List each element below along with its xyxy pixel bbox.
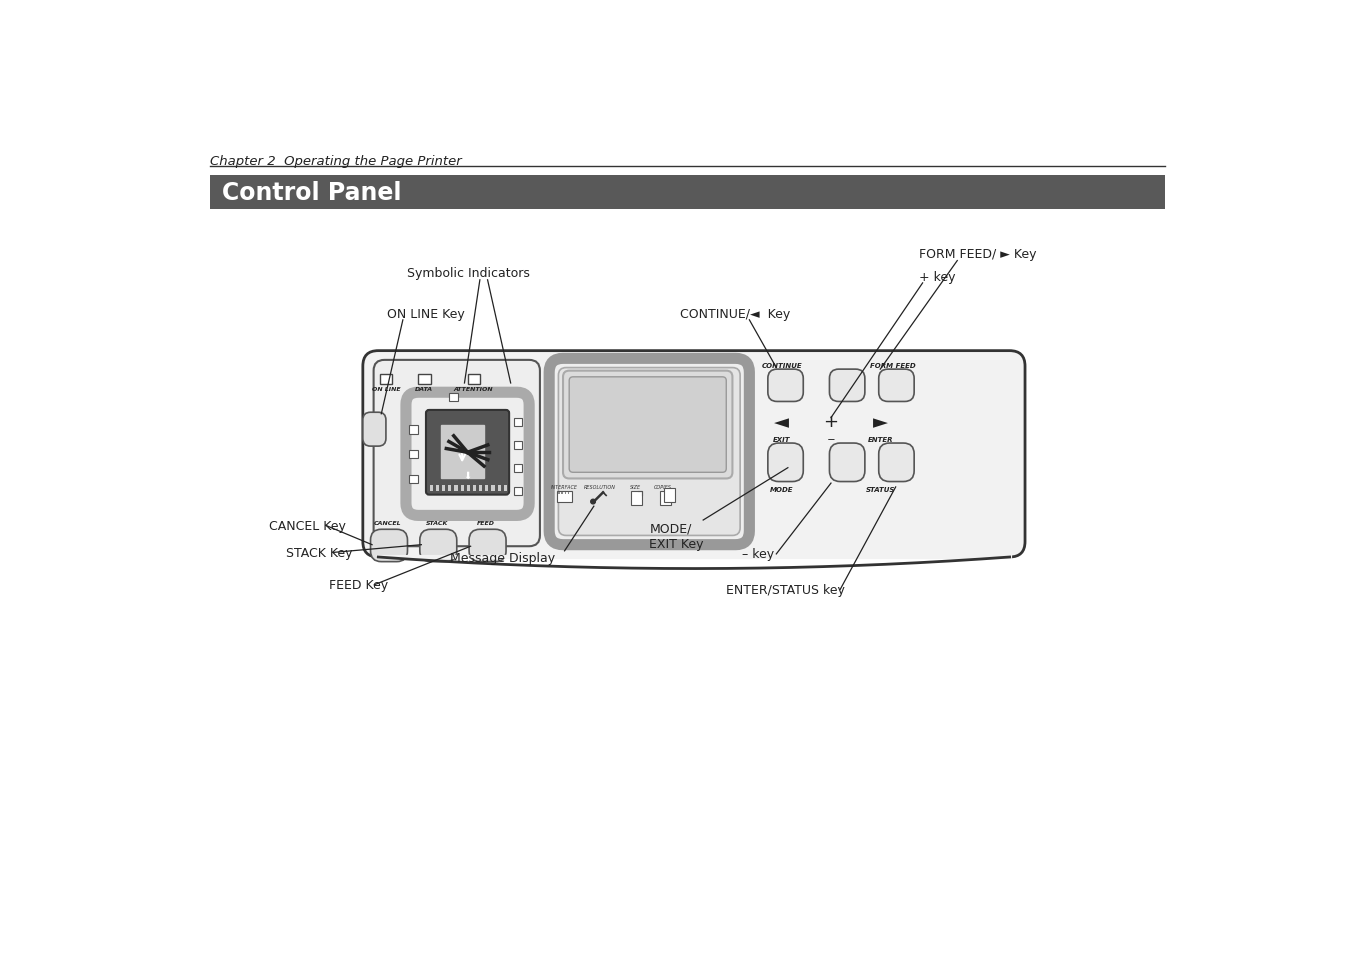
Text: ON LINE: ON LINE xyxy=(372,387,400,392)
Bar xyxy=(661,491,671,505)
Bar xyxy=(504,486,507,491)
Text: —: — xyxy=(828,436,834,442)
Text: STATUS: STATUS xyxy=(865,487,895,493)
Bar xyxy=(408,451,418,459)
Text: MODE/
EXIT Key: MODE/ EXIT Key xyxy=(650,522,704,550)
Text: MODE: MODE xyxy=(770,487,794,493)
Bar xyxy=(441,426,484,478)
Text: ATTENTION: ATTENTION xyxy=(454,387,493,392)
Bar xyxy=(408,476,418,483)
Bar xyxy=(210,176,1165,210)
Bar xyxy=(435,486,439,491)
Bar xyxy=(466,486,470,491)
Text: FEED: FEED xyxy=(477,520,495,525)
Text: CONTINUE: CONTINUE xyxy=(762,362,802,368)
Bar xyxy=(568,493,569,495)
Bar xyxy=(558,493,559,495)
Bar xyxy=(514,418,522,427)
Bar xyxy=(408,426,418,435)
Text: SIZE: SIZE xyxy=(630,485,640,490)
Text: STACK Key: STACK Key xyxy=(286,546,352,559)
Bar xyxy=(479,486,483,491)
Text: +: + xyxy=(824,413,838,431)
Text: Symbolic Indicators: Symbolic Indicators xyxy=(407,267,530,280)
FancyBboxPatch shape xyxy=(879,370,914,402)
Text: ENTER/STATUS key: ENTER/STATUS key xyxy=(727,583,845,597)
Text: ⬇: ⬇ xyxy=(464,470,472,480)
FancyBboxPatch shape xyxy=(768,370,803,402)
FancyBboxPatch shape xyxy=(371,530,407,562)
Bar xyxy=(485,486,488,491)
Text: FEED Key: FEED Key xyxy=(329,578,388,592)
Text: FORM FEED: FORM FEED xyxy=(869,362,915,368)
Bar xyxy=(557,491,573,502)
FancyBboxPatch shape xyxy=(419,530,457,562)
FancyBboxPatch shape xyxy=(363,413,386,447)
FancyBboxPatch shape xyxy=(558,368,740,536)
FancyBboxPatch shape xyxy=(426,411,510,496)
Text: EXIT: EXIT xyxy=(772,436,790,442)
Text: ON LINE Key: ON LINE Key xyxy=(387,308,465,320)
Bar xyxy=(461,486,464,491)
Text: RESOLUTION: RESOLUTION xyxy=(584,485,616,490)
Text: DATA: DATA xyxy=(415,387,434,392)
Bar xyxy=(418,375,430,384)
Circle shape xyxy=(590,499,596,504)
Text: FORM FEED/ ► Key: FORM FEED/ ► Key xyxy=(919,248,1037,260)
Text: ◄: ◄ xyxy=(774,413,789,432)
Bar xyxy=(565,493,566,495)
Text: STACK: STACK xyxy=(426,520,448,525)
Bar xyxy=(449,394,457,402)
Text: – key: – key xyxy=(741,548,774,560)
Bar xyxy=(454,486,457,491)
FancyBboxPatch shape xyxy=(879,443,914,482)
Bar xyxy=(665,489,675,503)
Bar xyxy=(497,486,500,491)
Text: INTERFACE: INTERFACE xyxy=(551,485,578,490)
FancyBboxPatch shape xyxy=(768,443,803,482)
Text: Chapter 2  Operating the Page Printer: Chapter 2 Operating the Page Printer xyxy=(210,154,462,168)
FancyBboxPatch shape xyxy=(569,377,727,473)
Text: ENTER: ENTER xyxy=(868,436,892,442)
FancyBboxPatch shape xyxy=(563,372,732,479)
Bar xyxy=(380,375,392,384)
Text: CONTINUE/◄  Key: CONTINUE/◄ Key xyxy=(681,308,790,320)
Bar xyxy=(514,487,522,496)
FancyBboxPatch shape xyxy=(363,352,1024,558)
Bar xyxy=(631,491,642,505)
FancyBboxPatch shape xyxy=(469,530,506,562)
Bar xyxy=(468,375,480,384)
Bar xyxy=(449,486,452,491)
Bar xyxy=(442,486,445,491)
Bar xyxy=(514,464,522,473)
Bar xyxy=(514,441,522,450)
Text: ►: ► xyxy=(872,413,888,432)
Text: CANCEL Key: CANCEL Key xyxy=(268,519,346,533)
FancyBboxPatch shape xyxy=(829,370,865,402)
Bar xyxy=(430,486,433,491)
Text: Message Display: Message Display xyxy=(450,551,555,564)
Bar xyxy=(473,486,476,491)
Bar xyxy=(562,493,563,495)
FancyBboxPatch shape xyxy=(829,443,865,482)
FancyBboxPatch shape xyxy=(549,359,749,545)
Text: CANCEL: CANCEL xyxy=(373,520,402,525)
Bar xyxy=(492,486,495,491)
Text: Control Panel: Control Panel xyxy=(222,181,402,205)
Text: COPIES: COPIES xyxy=(654,485,673,490)
FancyBboxPatch shape xyxy=(373,360,541,547)
Text: + key: + key xyxy=(919,271,956,284)
